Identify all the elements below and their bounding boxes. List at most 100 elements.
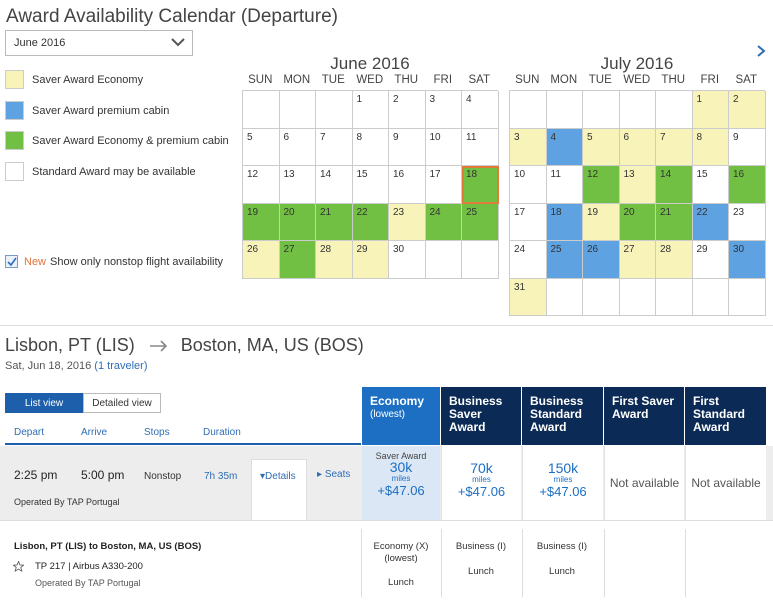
calendar-day[interactable]: 13 [619,166,656,204]
col-depart[interactable]: Depart [14,427,45,438]
calendar-day[interactable]: 13 [279,166,316,204]
month-select[interactable]: June 2016 [5,30,193,56]
calendar-day[interactable]: 12 [243,166,280,204]
calendar-day[interactable]: 9 [729,128,766,166]
calendar-day[interactable]: 30 [729,241,766,279]
fare-header-first-saver[interactable]: First Saver Award [604,387,684,445]
calendar-day[interactable]: 6 [619,128,656,166]
calendar-day[interactable]: 17 [510,203,547,241]
operated-by: Operated By TAP Portugal [14,497,120,507]
calendar-day[interactable]: 21 [316,203,353,241]
calendar-day[interactable]: 27 [619,241,656,279]
calendar-day[interactable]: 31 [510,278,547,316]
calendar-grid: 1 2 3 4 5 6 7 8 9 10 11 12 13 14 15 16 17 18 19 20 21 22 23 24 2… [509,90,766,316]
fare-cell-business-saver[interactable]: 70k miles +$47.06 [441,446,521,520]
calendar-empty-cell [510,91,547,129]
calendar-day[interactable]: 17 [425,166,462,204]
nonstop-filter[interactable]: New Show only nonstop flight availabilit… [5,255,223,268]
fare-cell-business-standard[interactable]: 150k miles +$47.06 [522,446,603,520]
calendar-day[interactable]: 9 [389,128,426,166]
calendar-day[interactable]: 22 [692,203,729,241]
fare-cell-economy[interactable]: Saver Award 30k miles +$47.06 [362,446,440,520]
divider [441,529,442,597]
calendar-day[interactable]: 18 [462,166,499,204]
calendar-day[interactable]: 25 [546,241,583,279]
calendar-day[interactable]: 1 [352,91,389,129]
calendar-day[interactable]: 4 [546,128,583,166]
fare-tax: +$47.06 [377,483,425,498]
fare-header-business-saver[interactable]: Business Saver Award [441,387,521,445]
calendar-day[interactable]: 20 [619,203,656,241]
calendar-day[interactable]: 27 [279,241,316,279]
legend-saver-both: Saver Award Economy & premium cabin [5,131,235,150]
calendar-day[interactable]: 7 [316,128,353,166]
calendar-day[interactable]: 26 [583,241,620,279]
depart-time: 2:25 pm [14,468,58,482]
calendar-day[interactable]: 16 [729,166,766,204]
calendar-title: June 2016 [330,54,410,73]
calendar-day[interactable]: 4 [462,91,499,129]
calendar-day[interactable]: 28 [656,241,693,279]
calendar-day[interactable]: 18 [546,203,583,241]
fare-header-economy[interactable]: Economy (lowest) [362,387,440,445]
tab-detailed-view[interactable]: Detailed view [83,393,161,413]
calendar-day[interactable]: 15 [352,166,389,204]
calendar-day[interactable]: 19 [583,203,620,241]
col-duration[interactable]: Duration [203,427,241,438]
calendar-day[interactable]: 10 [510,166,547,204]
calendar-day[interactable]: 28 [316,241,353,279]
col-arrive[interactable]: Arrive [81,427,108,438]
checkmark-icon [6,257,17,266]
calendar-day[interactable]: 24 [510,241,547,279]
calendar-day[interactable]: 22 [352,203,389,241]
calendar-day[interactable]: 11 [462,128,499,166]
calendar-empty-cell [462,241,499,279]
calendar-day[interactable]: 25 [462,203,499,241]
day-of-week-label: FRI [433,74,453,86]
col-stops[interactable]: Stops [144,427,170,438]
calendar-empty-cell [656,91,693,129]
seats-link[interactable]: ▸ Seats [317,469,351,480]
calendar-day[interactable]: 8 [352,128,389,166]
nonstop-checkbox[interactable] [5,255,18,268]
travelers-link[interactable]: (1 traveler) [94,360,148,372]
calendar-day[interactable]: 3 [425,91,462,129]
calendar-day[interactable]: 19 [243,203,280,241]
calendar-day[interactable]: 23 [729,203,766,241]
calendar-day[interactable]: 16 [389,166,426,204]
fare-header-first-standard[interactable]: First Standard Award [685,387,766,445]
calendar-day[interactable]: 2 [389,91,426,129]
fare-miles-unit: miles [391,474,411,483]
calendar-day[interactable]: 1 [692,91,729,129]
calendar-day[interactable]: 11 [546,166,583,204]
calendar-day[interactable]: 12 [583,166,620,204]
calendar-day[interactable]: 8 [692,128,729,166]
fare-header-business-standard[interactable]: Business Standard Award [522,387,603,445]
divider [361,529,362,597]
calendar-day[interactable]: 10 [425,128,462,166]
calendar-day[interactable]: 29 [692,241,729,279]
calendar-day[interactable]: 2 [729,91,766,129]
day-of-week-label: SUN [248,74,273,86]
details-toggle[interactable]: ▾Details [251,459,307,521]
calendar-day[interactable]: 6 [279,128,316,166]
calendar-day[interactable]: 21 [656,203,693,241]
calendar-day[interactable]: 29 [352,241,389,279]
calendar-day[interactable]: 14 [316,166,353,204]
calendar-day[interactable]: 30 [389,241,426,279]
calendar-day[interactable]: 20 [279,203,316,241]
calendar-day[interactable]: 7 [656,128,693,166]
calendar-day[interactable]: 15 [692,166,729,204]
calendar-day[interactable]: 24 [425,203,462,241]
calendar-empty-cell [619,278,656,316]
calendar-day[interactable]: 14 [656,166,693,204]
calendar-day[interactable]: 23 [389,203,426,241]
calendar-day[interactable]: 5 [243,128,280,166]
next-month-arrow-icon[interactable] [756,44,766,58]
day-of-week-label: THU [661,74,686,86]
calendar-day[interactable]: 5 [583,128,620,166]
calendar-day[interactable]: 3 [510,128,547,166]
tab-list-view[interactable]: List view [5,393,83,413]
route-destination: Boston, MA, US (BOS) [180,335,364,355]
calendar-day[interactable]: 26 [243,241,280,279]
